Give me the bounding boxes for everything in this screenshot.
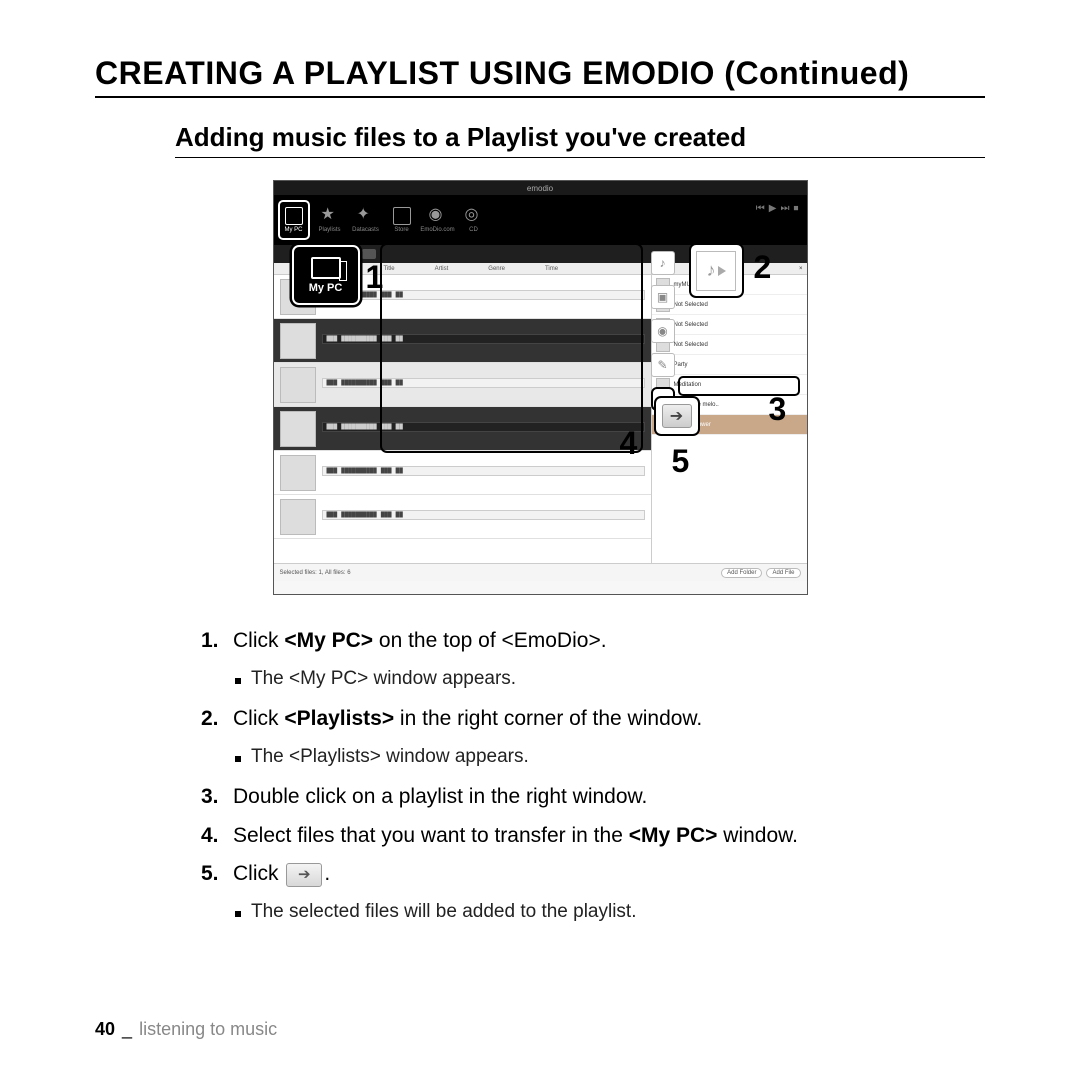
status-left: Selected files: 1, All files: 6 bbox=[280, 570, 351, 576]
bullet-icon bbox=[235, 756, 241, 762]
arrow-right-icon: ➔ bbox=[670, 406, 683, 426]
step-number: 3. bbox=[201, 781, 227, 814]
toolbar-datacasts[interactable]: ✦Datacasts bbox=[352, 202, 380, 238]
step-5-sub: The selected files will be added to the … bbox=[235, 897, 985, 926]
step-2-sub: The <Playlists> window appears. bbox=[235, 742, 985, 771]
toolbar-mypc-label: My PC bbox=[285, 227, 303, 233]
bullet-icon bbox=[235, 678, 241, 684]
bullet-icon bbox=[235, 911, 241, 917]
play-triangle-icon bbox=[718, 266, 726, 276]
toolbar-emodio-label: EmoDio.com bbox=[420, 227, 454, 233]
pc-icon bbox=[311, 257, 341, 279]
prev-icon[interactable]: ⏮ bbox=[756, 203, 765, 214]
callout-number-5: 5 bbox=[672, 443, 690, 480]
callout-panel-4 bbox=[380, 243, 643, 453]
music-note-icon: ♪ bbox=[707, 260, 716, 281]
toolbar-playlists-label: Playlists bbox=[318, 227, 340, 233]
page-footer: 40 _ listening to music bbox=[95, 1019, 277, 1040]
callout-number-3: 3 bbox=[769, 391, 787, 428]
side-icon-column: ♪ ▣ ◉ ✎ → bbox=[651, 251, 677, 411]
app-name-label: emodio bbox=[527, 184, 553, 193]
callout-mypc-label: My PC bbox=[309, 282, 343, 294]
callout-playlists: ♪ bbox=[689, 243, 744, 298]
page-number: 40 bbox=[95, 1019, 115, 1039]
toolbar-playlists[interactable]: ★Playlists bbox=[316, 202, 344, 238]
app-toolbar: My PC ★Playlists ✦Datacasts Store ◉EmoDi… bbox=[274, 195, 807, 245]
toolbar-emodio[interactable]: ◉EmoDio.com bbox=[424, 202, 452, 238]
callout-mypc: My PC bbox=[292, 245, 360, 305]
add-file-button[interactable]: Add File bbox=[766, 568, 800, 578]
footer-section-label: listening to music bbox=[139, 1019, 277, 1039]
play-icon[interactable]: ▶ bbox=[769, 203, 777, 214]
inline-arrow-button: ➔ bbox=[286, 863, 322, 887]
callout-number-4: 4 bbox=[620, 425, 638, 462]
page-subtitle: Adding music files to a Playlist you've … bbox=[175, 122, 985, 158]
add-folder-button[interactable]: Add Folder bbox=[721, 568, 762, 578]
table-row[interactable]: ███ ██████████ ███ ██ bbox=[274, 451, 651, 495]
side-icon[interactable]: ♪ bbox=[651, 251, 675, 275]
step-5: 5. Click ➔. bbox=[201, 858, 985, 891]
playback-controls[interactable]: ⏮ ▶ ⏭ ⏹ bbox=[756, 203, 799, 214]
step-3: 3. Double click on a playlist in the rig… bbox=[201, 781, 985, 814]
callout-arrow: ➔ bbox=[654, 396, 700, 436]
step-number: 5. bbox=[201, 858, 227, 891]
step-2: 2. Click <Playlists> in the right corner… bbox=[201, 703, 985, 736]
step-number: 2. bbox=[201, 703, 227, 736]
callout-number-2: 2 bbox=[754, 249, 772, 286]
step-number: 1. bbox=[201, 625, 227, 658]
toolbar-store[interactable]: Store bbox=[388, 202, 416, 238]
step-4: 4. Select files that you want to transfe… bbox=[201, 820, 985, 853]
step-number: 4. bbox=[201, 820, 227, 853]
toolbar-store-label: Store bbox=[394, 227, 408, 233]
stop-icon[interactable]: ⏹ bbox=[794, 203, 799, 214]
arrow-right-icon: ➔ bbox=[298, 863, 311, 886]
app-statusbar: Selected files: 1, All files: 6 Add Fold… bbox=[274, 563, 807, 581]
table-row[interactable]: ███ ██████████ ███ ██ bbox=[274, 495, 651, 539]
side-icon[interactable]: ◉ bbox=[651, 319, 675, 343]
toolbar-mypc[interactable]: My PC bbox=[280, 202, 308, 238]
page-title: CREATING A PLAYLIST USING EMODIO (Contin… bbox=[95, 55, 985, 98]
footer-separator: _ bbox=[122, 1019, 132, 1039]
toolbar-cd[interactable]: ◎CD bbox=[460, 202, 488, 238]
instruction-list: 1. Click <My PC> on the top of <EmoDio>.… bbox=[201, 625, 985, 926]
callout-number-1: 1 bbox=[366, 259, 384, 296]
app-screenshot: emodio My PC ★Playlists ✦Datacasts Store… bbox=[273, 180, 808, 595]
app-titlebar: emodio bbox=[274, 181, 807, 195]
toolbar-datacasts-label: Datacasts bbox=[352, 227, 379, 233]
side-icon[interactable]: ▣ bbox=[651, 285, 675, 309]
step-1-sub: The <My PC> window appears. bbox=[235, 664, 985, 693]
step-1: 1. Click <My PC> on the top of <EmoDio>. bbox=[201, 625, 985, 658]
next-icon[interactable]: ⏭ bbox=[781, 203, 790, 214]
toolbar-cd-label: CD bbox=[469, 227, 478, 233]
side-icon[interactable]: ✎ bbox=[651, 353, 675, 377]
